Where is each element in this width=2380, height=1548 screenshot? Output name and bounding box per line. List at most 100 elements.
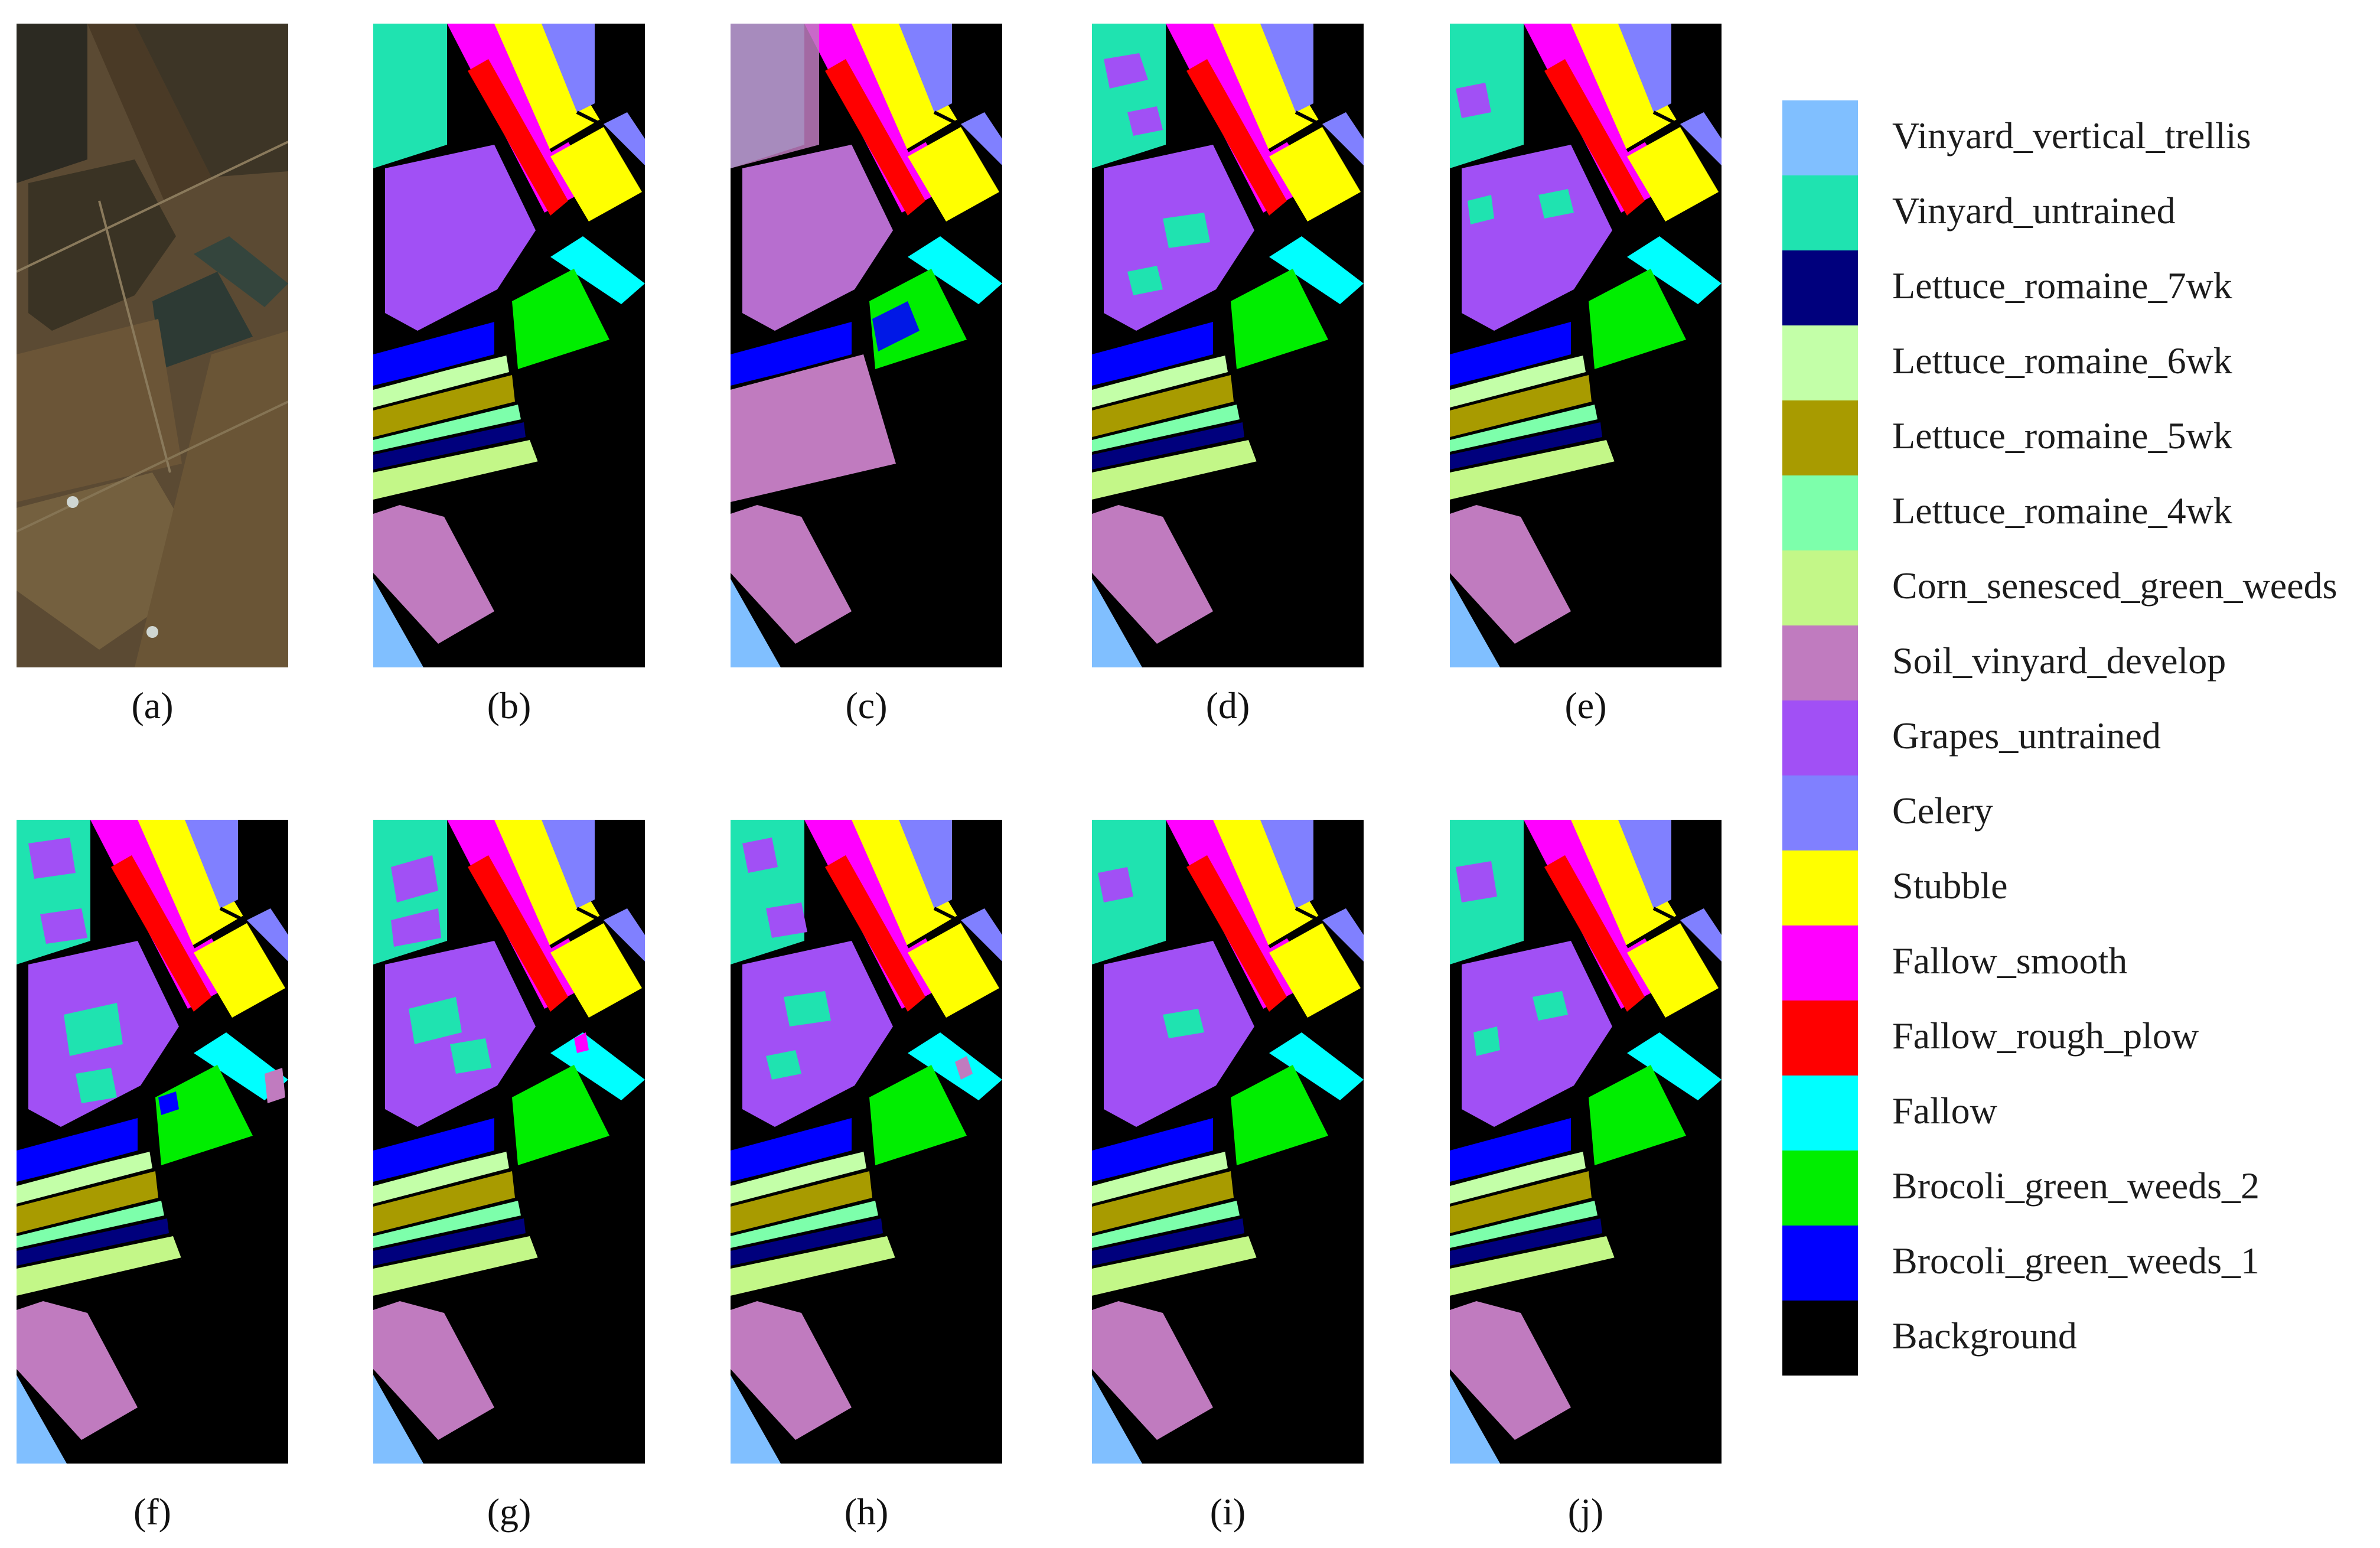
legend-label: Lettuce_romaine_4wk — [1892, 490, 2232, 532]
field-brocoli-green-weeds-2 — [1589, 1065, 1686, 1165]
field-boundary — [373, 353, 507, 388]
field-boundary — [1626, 119, 1678, 152]
field-lettuce-romaine-6wk — [1092, 1151, 1228, 1204]
legend-item: Stubble — [1782, 850, 2373, 925]
field-fallow-rough-plow — [468, 855, 568, 1012]
field-stubble — [194, 923, 285, 1018]
field-boundary — [933, 907, 959, 922]
field-boundary — [1268, 119, 1321, 152]
misclassified-patch — [450, 1038, 491, 1074]
field-stubble — [1269, 923, 1361, 1018]
field-celery — [1322, 112, 1364, 165]
field-celery — [247, 908, 288, 962]
legend-swatch — [1782, 850, 1858, 925]
misclassified-patch — [391, 855, 438, 902]
legend-label: Brocoli_green_weeds_2 — [1892, 1165, 2260, 1207]
field-boundary — [219, 907, 245, 922]
field-grapes-untrained — [742, 941, 893, 1127]
field-stubble — [1269, 127, 1361, 221]
legend-item: Lettuce_romaine_6wk — [1782, 325, 2373, 400]
field-brocoli-green-weeds-2 — [512, 269, 609, 369]
misclassified-patch — [742, 145, 893, 331]
photo-building — [67, 496, 79, 508]
legend-swatch — [1782, 100, 1858, 175]
field-vinyard-vertical-trellis — [731, 1375, 781, 1464]
field-vinyard-untrained — [1092, 24, 1166, 168]
legend-item: Fallow — [1782, 1076, 2373, 1151]
legend-swatch — [1782, 175, 1858, 250]
field-lettuce-romaine-7wk — [1450, 1218, 1602, 1266]
field-corn-senesced-green-weeds — [373, 440, 539, 502]
field-corn-senesced-green-weeds — [1450, 1236, 1615, 1298]
legend-swatch — [1782, 1076, 1858, 1151]
field-fallow — [550, 236, 645, 304]
field-stubble — [852, 820, 958, 947]
field-celery — [1618, 24, 1671, 112]
photo-field — [152, 272, 253, 369]
misclassified-patch — [766, 1050, 801, 1080]
field-brocoli-green-weeds-1 — [731, 1118, 852, 1183]
photo-field — [17, 319, 182, 502]
misclassified-patch — [1104, 53, 1148, 89]
field-fallow-rough-plow — [1544, 59, 1645, 216]
legend-label: Lettuce_romaine_7wk — [1892, 265, 2232, 307]
field-boundary — [1652, 110, 1678, 126]
field-fallow-rough-plow — [111, 855, 211, 1012]
field-vinyard-vertical-trellis — [373, 1375, 423, 1464]
field-vinyard-vertical-trellis — [1450, 579, 1500, 667]
panel-caption: (j) — [1567, 1491, 1604, 1533]
legend-swatch — [1782, 775, 1858, 850]
field-celery — [1680, 112, 1722, 165]
field-fallow-rough-plow — [1186, 855, 1287, 1012]
legend-item: Lettuce_romaine_5wk — [1782, 400, 2373, 475]
legend-label: Vinyard_vertical_trellis — [1892, 115, 2251, 157]
field-brocoli-green-weeds-2 — [1589, 269, 1686, 369]
misclassified-patch — [265, 1068, 285, 1103]
legend-item: Brocoli_green_weeds_2 — [1782, 1151, 2373, 1226]
misclassified-patch — [40, 908, 87, 944]
field-lettuce-romaine-4wk — [1092, 1201, 1240, 1248]
field-fallow — [1627, 236, 1722, 304]
field-stubble — [852, 24, 958, 151]
field-boundary — [549, 119, 602, 152]
legend-swatch — [1782, 250, 1858, 325]
field-boundary — [373, 461, 539, 504]
field-soil-vinyard-develop — [1092, 505, 1213, 644]
field-boundary — [1295, 907, 1321, 922]
legend-label: Stubble — [1892, 865, 2008, 907]
field-boundary — [907, 119, 959, 152]
misclassified-patch — [1127, 106, 1163, 136]
misclassified-patch — [28, 837, 76, 879]
field-grapes-untrained — [1462, 145, 1612, 331]
legend-item: Lettuce_romaine_7wk — [1782, 250, 2373, 325]
field-brocoli-green-weeds-2 — [1231, 1065, 1328, 1165]
field-fallow — [550, 1032, 645, 1100]
field-celery — [185, 820, 238, 908]
field-celery — [1260, 24, 1313, 112]
field-fallow-rough-plow — [468, 59, 568, 216]
legend-swatch — [1782, 400, 1858, 475]
classification-map — [373, 24, 645, 667]
field-soil-vinyard-develop — [1450, 505, 1571, 644]
field-boundary — [1450, 461, 1616, 504]
misclassified-patch — [742, 837, 778, 873]
legend-item: Brocoli_green_weeds_1 — [1782, 1226, 2373, 1301]
field-corn-senesced-green-weeds — [373, 1236, 539, 1298]
aerial-photo — [17, 24, 288, 667]
field-fallow — [1627, 1032, 1722, 1100]
field-fallow-rough-plow — [825, 59, 925, 216]
legend-label: Grapes_untrained — [1892, 715, 2161, 757]
field-celery — [899, 24, 952, 112]
classification-map — [1450, 820, 1722, 1464]
legend-label: Corn_senesced_green_weeds — [1892, 565, 2337, 607]
classification-map — [731, 24, 1002, 667]
field-boundary — [1092, 1257, 1258, 1301]
panel-caption: (c) — [845, 685, 888, 726]
field-stubble — [908, 127, 999, 221]
field-boundary — [731, 353, 864, 388]
field-boundary — [1652, 907, 1678, 922]
field-lettuce-romaine-4wk — [1092, 405, 1240, 452]
field-lettuce-romaine-4wk — [1450, 1201, 1597, 1248]
field-boundary — [1092, 461, 1258, 504]
